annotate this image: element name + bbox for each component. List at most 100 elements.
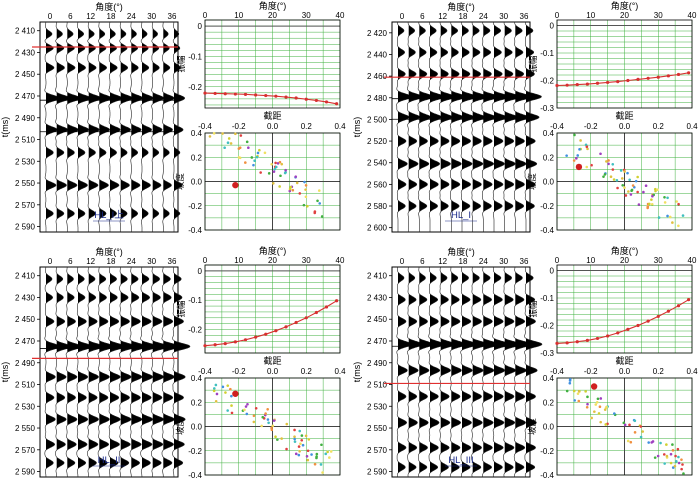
cross-point <box>598 405 602 408</box>
wavelet-fill <box>483 461 492 474</box>
seismic-trace <box>417 266 434 478</box>
cross-point <box>276 162 280 165</box>
wavelet-fill <box>451 91 466 103</box>
seismic-trace <box>162 22 175 232</box>
wavelet-fill <box>408 179 417 191</box>
wavelet-fill <box>174 147 180 159</box>
cross-point <box>255 155 259 159</box>
cross-point <box>221 132 224 135</box>
cross-point <box>230 411 234 415</box>
seismic-trace <box>407 267 423 478</box>
wavelet-fill <box>515 316 525 328</box>
cross-point <box>631 184 635 187</box>
cross-point <box>215 392 219 396</box>
seismic-trace <box>129 267 147 477</box>
wavelet-fill <box>163 92 175 105</box>
wavelet-fill <box>408 338 423 351</box>
wavelet-fill <box>472 91 488 103</box>
wavelet-fill <box>78 413 88 426</box>
wavelet-fill <box>163 43 170 55</box>
cross-x-tick: -0.2 <box>232 122 246 131</box>
cross-y-tick: -0.4 <box>540 471 554 480</box>
wavelet-fill <box>88 457 97 469</box>
cross-x-tick: 0.0 <box>267 367 279 376</box>
wavelet-fill <box>174 392 184 404</box>
wavelet-fill <box>56 292 64 304</box>
wavelet-fill <box>515 272 523 284</box>
wavelet-fill <box>131 62 139 74</box>
wavelet-fill <box>120 392 130 404</box>
time-tick-label: 2 450 <box>367 315 388 324</box>
amp-x-tick: 20 <box>268 11 277 20</box>
wavelet-fill <box>430 179 439 191</box>
wavelet-fill <box>142 371 153 383</box>
wavelet-fill <box>419 364 429 377</box>
seismic-trace <box>172 266 191 477</box>
cross-y-tick: 0.0 <box>191 178 203 187</box>
wavelet-fill <box>451 364 462 377</box>
cross-point <box>270 162 273 166</box>
cross-point <box>252 414 256 418</box>
wavelet-fill <box>46 316 54 328</box>
cross-point <box>274 161 277 165</box>
wavelet-fill <box>515 200 524 212</box>
cross-point <box>599 397 603 400</box>
cross-point <box>671 449 675 452</box>
wavelet-fill <box>408 294 417 306</box>
cross-point <box>315 452 319 456</box>
amp-point <box>626 327 630 331</box>
wavelet-fill <box>430 364 440 377</box>
time-tick-label: 2 480 <box>367 94 388 103</box>
wavelet-fill <box>526 135 536 147</box>
cross-point <box>266 418 270 421</box>
wavelet-fill <box>46 413 56 426</box>
cross-x-tick: 0.0 <box>619 122 631 131</box>
cross-point <box>628 423 631 427</box>
cross-point <box>585 165 589 169</box>
amp-y-tick: -0.1 <box>188 296 202 305</box>
wavelet-fill <box>451 391 460 403</box>
wavelet-fill <box>398 294 406 306</box>
wavelet-fill <box>419 391 428 403</box>
wavelet-fill <box>526 111 540 124</box>
wavelet-fill <box>99 413 110 426</box>
cross-point <box>223 146 226 150</box>
wavelet-fill <box>46 273 52 285</box>
amp-x-tick: 10 <box>586 11 595 20</box>
wavelet-fill <box>120 28 126 40</box>
cross-x-tick: 0.4 <box>686 367 698 376</box>
gather-angle-tick: 30 <box>147 12 156 21</box>
wavelet-fill <box>46 62 54 74</box>
wavelet-fill <box>120 371 132 383</box>
time-tick-label: 2 470 <box>15 92 36 101</box>
wavelet-fill <box>67 62 76 74</box>
amp-point <box>294 96 298 100</box>
wavelet-fill <box>494 25 501 37</box>
cross-point <box>294 452 298 456</box>
seismic-trace <box>460 266 478 478</box>
cross-point <box>226 384 230 387</box>
wavelet-fill <box>408 417 418 429</box>
wavelet-fill <box>430 200 438 212</box>
amp-y-tick: -0.2 <box>188 83 202 92</box>
amp-point <box>555 83 559 88</box>
wavelet-fill <box>56 28 63 40</box>
seismic-trace <box>503 266 521 478</box>
wavelet-fill <box>46 392 54 404</box>
wavelet-fill <box>174 28 179 40</box>
cross-point <box>254 406 258 410</box>
cross-x-tick: 0.4 <box>334 122 346 131</box>
cross-point <box>299 442 302 446</box>
wavelet-fill <box>483 272 491 284</box>
cross-point <box>295 181 299 185</box>
wavelet-fill <box>408 46 416 59</box>
seismic-trace <box>140 22 154 232</box>
gather-0: 角度(°) 0 6 12 18 24 30 36 2 410 2 430 2 450 2 470 2 4… <box>0 1 186 233</box>
amp-point <box>274 329 278 333</box>
cross-x-tick: 0.4 <box>334 367 346 376</box>
wavelet-fill <box>472 391 482 403</box>
wavelet-fill <box>472 364 484 377</box>
wavelet-fill <box>152 43 159 55</box>
amp-y-tick: 0 <box>198 22 203 31</box>
wavelet-fill <box>419 338 434 351</box>
